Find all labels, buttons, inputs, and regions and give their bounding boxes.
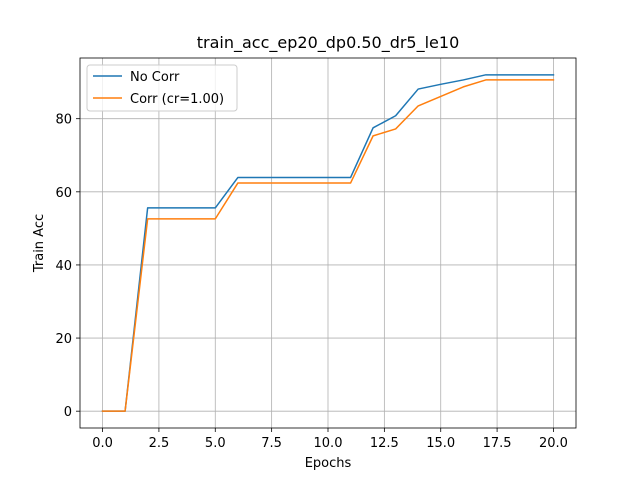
x-tick-label: 7.5 [261,436,282,451]
axis-ticks: 0.0 2.5 5.0 7.5 10.0 12.5 15.0 17.5 20.0 0 20 40 60 8… [55,113,567,451]
x-tick-label: 12.5 [370,436,399,451]
y-tick-label: 20 [55,332,72,347]
y-tick-label: 80 [55,113,72,128]
x-tick-label: 17.5 [483,436,512,451]
x-tick-label: 20.0 [539,436,568,451]
x-tick-label: 0.0 [92,436,113,451]
legend: No Corr Corr (cr=1.00) [86,64,238,112]
y-axis-title: Train Acc [32,214,47,273]
legend-label-corr: Corr (cr=1.00) [130,92,224,107]
series-lines [101,74,555,412]
series-line-no-corr [101,74,555,412]
x-tick-label: 2.5 [149,436,170,451]
x-axis-title: Epochs [305,456,352,471]
grid [80,58,576,428]
y-tick-label: 40 [55,259,72,274]
legend-label-no-corr: No Corr [130,70,180,85]
x-tick-label: 15.0 [426,436,455,451]
legend-box [86,64,238,112]
y-tick-label: 60 [55,186,72,201]
series-line-corr-cr-1-00 [101,79,555,412]
y-tick-label: 0 [64,405,72,420]
x-tick-label: 5.0 [205,436,226,451]
chart-title: train_acc_ep20_dp0.50_dr5_le10 [197,33,460,53]
x-tick-label: 10.0 [314,436,343,451]
